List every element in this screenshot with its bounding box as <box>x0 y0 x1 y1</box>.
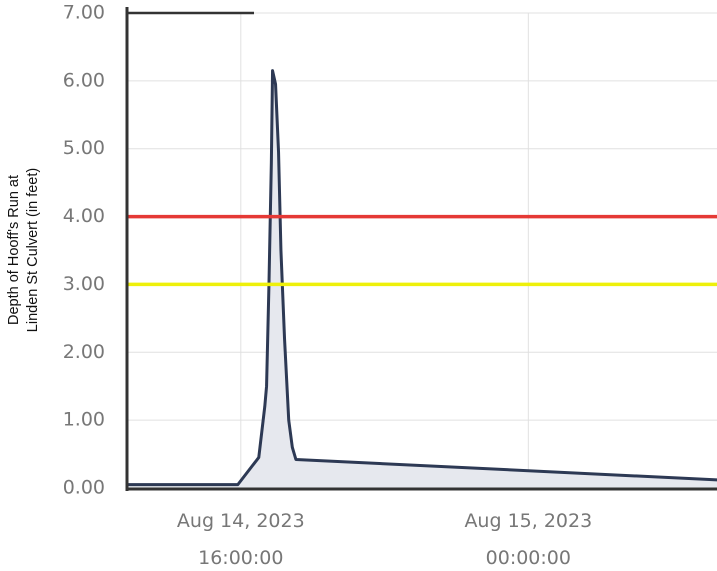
x-tick-label: 00:00:00 <box>486 547 571 569</box>
threshold-lines <box>127 214 717 287</box>
y-tick-label: 0.00 <box>63 477 105 499</box>
y-tick-label: 2.00 <box>63 341 105 363</box>
series-line-0 <box>125 69 717 487</box>
y-axis-title: Depth of Hooff's Run at Linden St Culvert… <box>6 168 41 332</box>
y-tick-label: 7.00 <box>63 2 105 24</box>
grid <box>127 12 717 488</box>
y-tick-label: 3.00 <box>63 273 105 295</box>
y-axis-label: Depth of Hooff's Run at Linden St Culvert… <box>6 168 41 332</box>
series-area <box>125 69 717 489</box>
series-fill-0 <box>127 70 717 489</box>
y-tick-label: 4.00 <box>63 205 105 227</box>
x-tick-labels: Aug 14, 2023 16:00:00 Aug 15, 2023 00:00:00 <box>177 510 592 569</box>
y-axis-label-line: Depth of Hooff's Run at <box>6 175 22 325</box>
y-tick-labels: 0.00 1.00 2.00 3.00 4.00 5.00 6.00 7.00 <box>63 2 105 499</box>
y-axis-label-line: Linden St Culvert (in feet) <box>25 168 41 332</box>
x-tick-label: Aug 14, 2023 <box>177 510 305 532</box>
y-tick-label: 1.00 <box>63 409 105 431</box>
y-tick-label: 5.00 <box>63 137 105 159</box>
x-tick-label: 16:00:00 <box>198 547 283 569</box>
x-tick-label: Aug 15, 2023 <box>464 510 592 532</box>
y-tick-label: 6.00 <box>63 69 105 91</box>
axes <box>125 7 717 491</box>
